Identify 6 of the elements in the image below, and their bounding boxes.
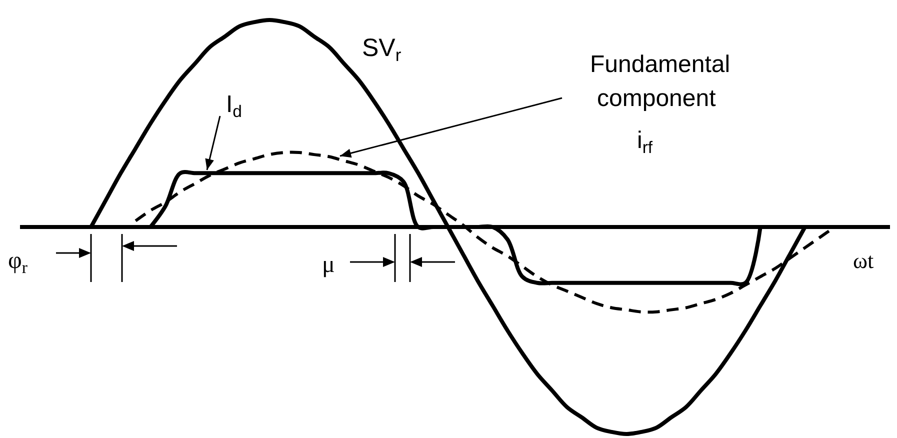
text: φ$_{r}$ bbox=[8, 248, 28, 278]
text: Fundamental component i$_{rf}$ bbox=[590, 51, 730, 158]
series-label: SV$_{r}$ bbox=[362, 34, 402, 66]
text: I$_{d}$ bbox=[226, 91, 242, 122]
annotation: μ bbox=[322, 252, 335, 278]
x-axis-title: ωt bbox=[853, 248, 874, 273]
